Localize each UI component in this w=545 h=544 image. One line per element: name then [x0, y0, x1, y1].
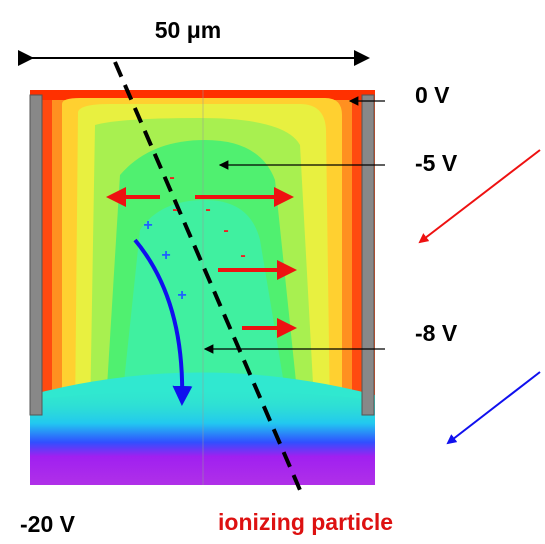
charge: - — [205, 201, 210, 218]
charge: + — [161, 247, 170, 264]
scale-label: 50 μm — [155, 17, 222, 43]
charge: - — [172, 201, 177, 218]
voltage-label: 0 V — [415, 82, 450, 108]
voltage-label: -5 V — [415, 150, 458, 176]
charge: - — [240, 247, 245, 264]
voltage-label: -8 V — [415, 320, 458, 346]
blue-arrow — [448, 372, 540, 443]
field-map — [30, 90, 375, 485]
charge: + — [177, 287, 186, 304]
charge: - — [223, 222, 228, 239]
particle-label: ionizing particle — [218, 509, 393, 535]
diagram: 50 μm 0 V -5 V -8 V -20 V ionizing parti… — [0, 0, 545, 544]
charge: + — [143, 217, 152, 234]
voltage-label: -20 V — [20, 511, 76, 537]
charge: - — [169, 169, 174, 186]
